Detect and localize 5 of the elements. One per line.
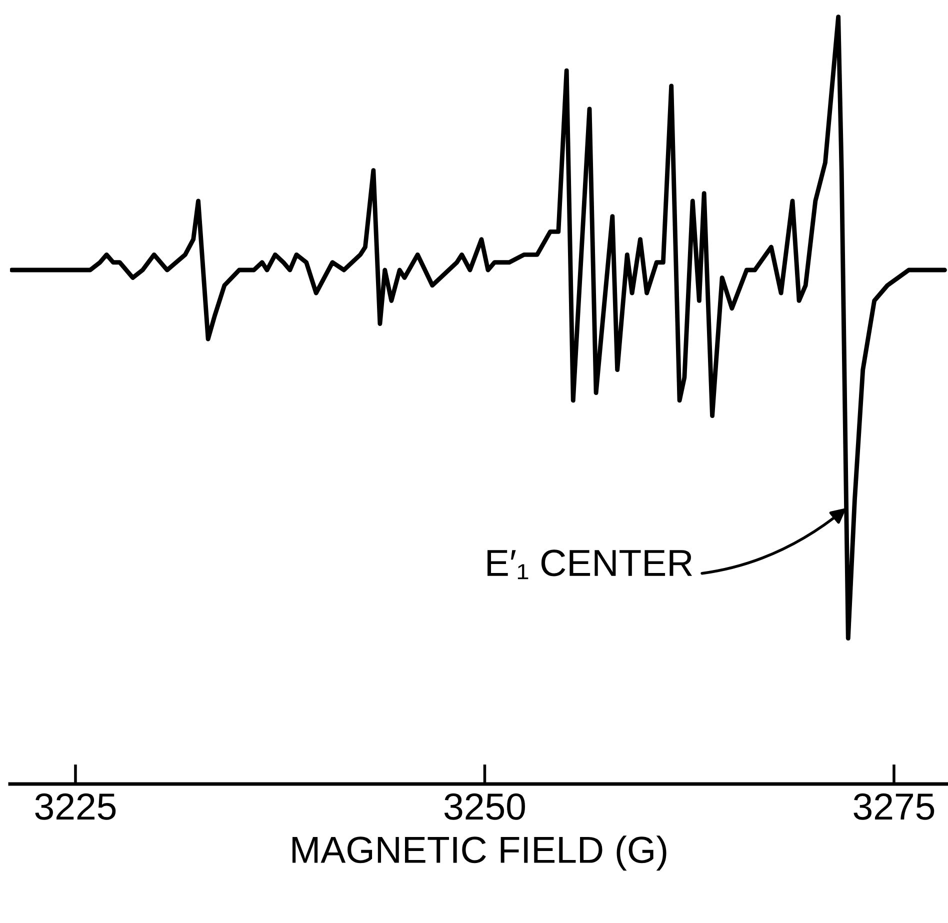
annotation: E′₁ CENTER: [488, 550, 692, 580]
x-tick-label: 3225: [35, 793, 116, 820]
x-axis-title: MAGNETIC FIELD (G): [292, 836, 666, 871]
x-tick-label: 3275: [854, 793, 934, 820]
x-tick-label: 3250: [444, 793, 525, 820]
